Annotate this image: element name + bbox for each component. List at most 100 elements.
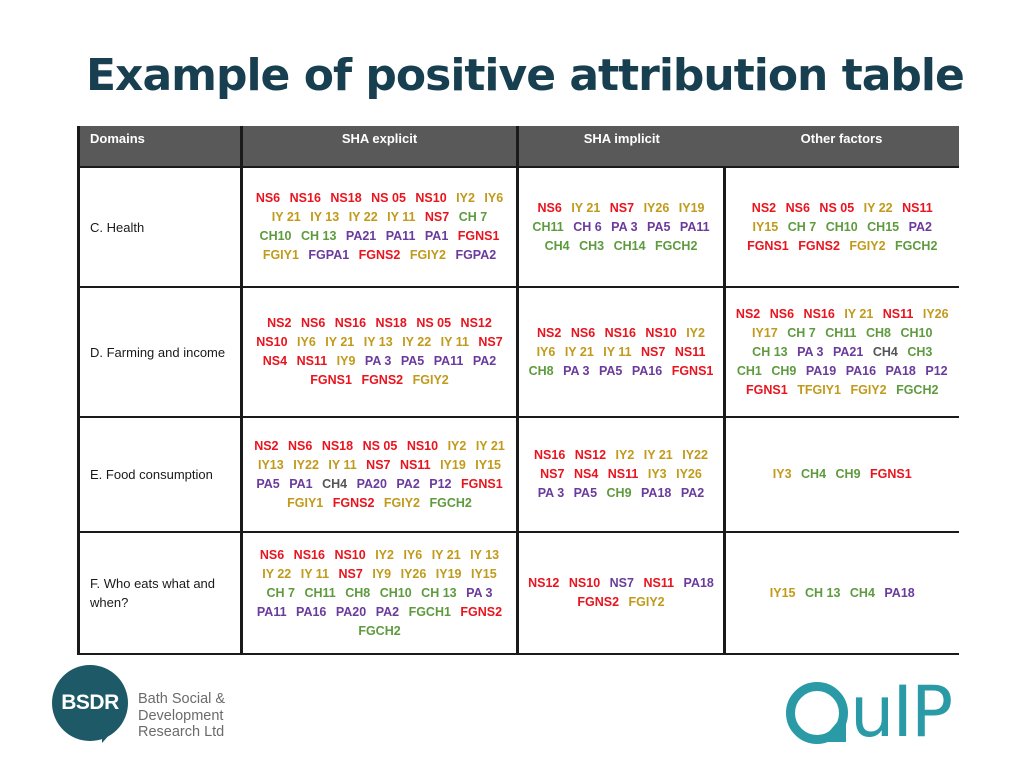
attribution-code: IY 11 xyxy=(440,335,469,349)
attribution-code: IY2 xyxy=(686,325,705,340)
attribution-code: NS2 xyxy=(735,306,761,321)
attribution-code: FGNS1 xyxy=(310,373,352,387)
attribution-code: CH9 xyxy=(606,486,632,500)
attribution-code: CH10 xyxy=(259,229,292,243)
attribution-code: P12 xyxy=(429,476,452,491)
attribution-code: PA 3 xyxy=(797,344,824,359)
attribution-code: PA5 xyxy=(599,363,623,378)
attribution-code: NS11 xyxy=(643,576,675,590)
quip-q-arrow-icon xyxy=(786,682,848,744)
attribution-code: NS11 xyxy=(399,457,431,472)
attribution-code: NS7 xyxy=(540,467,565,481)
attribution-code: IY22 xyxy=(293,457,319,472)
attribution-code: PA11 xyxy=(433,354,464,368)
attribution-code: NS10 xyxy=(415,191,447,205)
other-factors-cell: NS2 NS6 NS16 IY 21 NS11 IY26 IY17 CH 7 C… xyxy=(723,286,959,418)
attribution-code: PA 3 xyxy=(537,486,565,500)
attribution-code: NS7 xyxy=(424,210,450,224)
sha-explicit-cell: NS2 NS6 NS16 NS18 NS 05 NS12 NS10 IY6 IY… xyxy=(240,286,519,418)
header-other-factors: Other factors xyxy=(724,126,959,167)
attribution-code: NS 05 xyxy=(362,438,398,453)
attribution-code: NS6 xyxy=(537,200,562,215)
attribution-code: IY6 xyxy=(297,335,316,349)
attribution-code: NS18 xyxy=(330,191,362,205)
attribution-code: FGIY1 xyxy=(287,495,324,510)
attribution-code: IY 21 xyxy=(571,200,601,215)
attribution-code: IY6 xyxy=(403,547,423,562)
attribution-code: IY3 xyxy=(772,467,792,481)
attribution-code: CH10 xyxy=(825,219,858,234)
sha-implicit-cell: NS6 IY 21 NS7 IY26 IY19 CH11 CH 6 PA 3 P… xyxy=(516,166,726,288)
attribution-code: FGPA1 xyxy=(308,248,350,262)
attribution-code: PA18 xyxy=(884,585,915,600)
attribution-code: NS6 xyxy=(769,306,795,321)
table-row: D. Farming and income NS2 NS6 NS16 NS18 … xyxy=(77,286,959,418)
bsdr-speech-bubble-icon: BSDR xyxy=(52,665,128,741)
attribution-code: FGNS2 xyxy=(577,595,620,609)
attribution-code: P12 xyxy=(925,363,948,378)
attribution-code: PA5 xyxy=(647,219,671,234)
table-row: E. Food consumption NS2 NS6 NS18 NS 05 N… xyxy=(77,416,959,533)
sha-implicit-cell: NS16 NS12 IY2 IY 21 IY22 NS7 NS4 NS11 IY… xyxy=(516,416,726,533)
sha-implicit-cell: NS2 NS6 NS16 NS10 IY2 IY6 IY 21 IY 11 NS… xyxy=(516,286,726,418)
attribution-code: FGIY1 xyxy=(262,248,299,262)
attribution-code: IY 13 xyxy=(363,335,393,349)
attribution-code: IY9 xyxy=(372,566,392,581)
attribution-code: NS18 xyxy=(375,316,407,330)
attribution-code: FGNS2 xyxy=(460,604,503,619)
attribution-code: CH8 xyxy=(528,363,554,378)
attribution-code: PA1 xyxy=(424,229,449,243)
attribution-code: PA1 xyxy=(289,476,313,491)
attribution-code: PA11 xyxy=(256,604,287,619)
domain-cell: C. Health xyxy=(77,166,243,288)
attribution-code: IY 21 xyxy=(271,210,301,224)
sha-implicit-cell: NS12 NS10 NS7 NS11 PA18 FGNS2 FGIY2 xyxy=(516,531,726,655)
attribution-code: IY6 xyxy=(484,191,504,205)
attribution-code: FGNS2 xyxy=(798,238,840,253)
attribution-code: CH 13 xyxy=(752,344,788,359)
attribution-code: NS18 xyxy=(321,438,354,453)
attribution-code: CH 6 xyxy=(573,219,602,234)
attribution-code: NS12 xyxy=(528,576,560,590)
attribution-code: CH8 xyxy=(865,325,891,340)
attribution-code: PA20 xyxy=(356,476,387,491)
attribution-code: IY2 xyxy=(375,547,394,562)
attribution-code: NS11 xyxy=(882,306,914,321)
attribution-code: FGNS1 xyxy=(746,382,788,397)
attribution-code: PA21 xyxy=(832,344,864,359)
attribution-code: NS6 xyxy=(570,325,596,340)
attribution-code: IY15 xyxy=(769,585,796,600)
attribution-code: CH 7 xyxy=(787,325,816,340)
attribution-code: CH9 xyxy=(835,467,861,481)
attribution-code: IY22 xyxy=(682,448,708,462)
attribution-code: NS2 xyxy=(751,200,777,215)
attribution-code: IY26 xyxy=(676,467,702,481)
attribution-code: NS10 xyxy=(334,547,366,562)
attribution-code: NS10 xyxy=(406,438,439,453)
attribution-code: PA2 xyxy=(375,604,400,619)
attribution-code: NS7 xyxy=(338,566,363,581)
attribution-code: PA5 xyxy=(400,354,425,368)
attribution-code: PA5 xyxy=(256,476,280,491)
domain-cell: E. Food consumption xyxy=(77,416,243,533)
attribution-code: CH11 xyxy=(304,585,336,600)
attribution-code: NS12 xyxy=(460,316,492,330)
attribution-code: NS7 xyxy=(478,335,503,349)
attribution-code: IY 11 xyxy=(328,457,357,472)
attribution-code: PA11 xyxy=(385,229,416,243)
attribution-code: FGNS1 xyxy=(870,467,912,481)
attribution-code: PA 3 xyxy=(611,219,638,234)
attribution-code: IY 21 xyxy=(643,448,673,462)
attribution-code: NS11 xyxy=(902,200,933,215)
other-factors-cell: NS2 NS6 NS 05 IY 22 NS11 IY15 CH 7 CH10 … xyxy=(723,166,959,288)
attribution-code: PA5 xyxy=(573,486,598,500)
attribution-code: FGNS1 xyxy=(457,229,500,243)
attribution-code: PA19 xyxy=(805,363,837,378)
attribution-code: IY19 xyxy=(678,200,705,215)
attribution-code: FGIY2 xyxy=(628,595,665,609)
attribution-code: IY 22 xyxy=(863,200,893,215)
attribution-table: Domains SHA explicit SHA implicit Other … xyxy=(77,126,959,655)
attribution-code: CH 7 xyxy=(787,219,817,234)
quip-logo: uIP xyxy=(786,672,953,747)
attribution-code: TFGIY1 xyxy=(797,382,841,397)
